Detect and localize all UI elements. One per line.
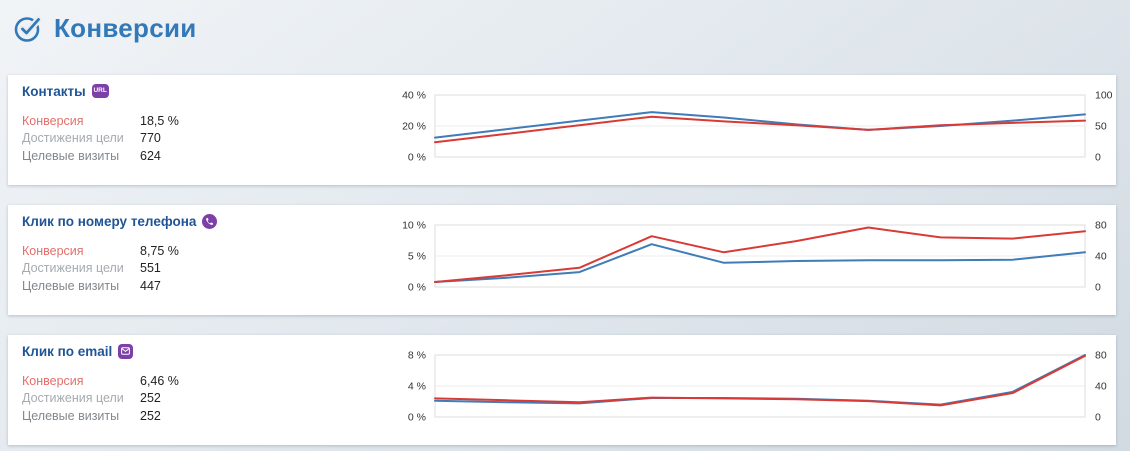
widget-card-phone-click: Клик по номеру телефона Конверсия 8,75 %…	[8, 205, 1116, 315]
svg-text:0 %: 0 %	[408, 152, 426, 164]
stat-value: 770	[140, 131, 161, 146]
stat-row-target-visits: Целевые визиты 252	[22, 407, 179, 425]
stat-row-target-visits: Целевые визиты 624	[22, 147, 179, 165]
stat-value: 8,75 %	[140, 243, 179, 258]
svg-text:0: 0	[1095, 412, 1101, 424]
stat-value: 18,5 %	[140, 113, 179, 128]
stat-label: Достижения цели	[22, 391, 124, 406]
phone-click-conversion-chart[interactable]: 10 % 80 5 % 40 0 % 0	[8, 205, 1116, 315]
stat-label: Конверсия	[22, 113, 84, 128]
stat-value: 252	[140, 408, 161, 423]
stat-label: Конверсия	[22, 373, 84, 388]
svg-text:5 %: 5 %	[408, 251, 426, 263]
stat-label: Целевые визиты	[22, 148, 120, 163]
stat-row-goal-reaches: Достижения цели 252	[22, 390, 179, 408]
svg-text:8 %: 8 %	[408, 350, 426, 362]
svg-text:80: 80	[1095, 350, 1107, 362]
page-header: Конверсии	[13, 13, 197, 44]
svg-text:0: 0	[1095, 152, 1101, 164]
svg-text:80: 80	[1095, 220, 1107, 232]
stat-row-conversion: Конверсия 6,46 %	[22, 372, 179, 390]
stat-value: 551	[140, 261, 161, 276]
stat-label: Достижения цели	[22, 131, 124, 146]
stat-value: 624	[140, 148, 161, 163]
stat-row-goal-reaches: Достижения цели 551	[22, 260, 179, 278]
svg-text:10 %: 10 %	[402, 220, 426, 232]
widget-stats: Конверсия 6,46 % Достижения цели 252 Цел…	[22, 372, 179, 425]
svg-text:0 %: 0 %	[408, 412, 426, 424]
stat-row-target-visits: Целевые визиты 447	[22, 277, 179, 295]
email-icon	[118, 343, 134, 359]
widget-card-contacts: Контакты URL Конверсия 18,5 % Достижения…	[8, 75, 1116, 185]
page-title: Конверсии	[54, 13, 197, 43]
phone-icon	[202, 213, 218, 229]
stat-label: Конверсия	[22, 243, 84, 258]
widget-card-email-click: Клик по email Конверсия 6,46 % Достижени…	[8, 335, 1116, 445]
widget-head: Контакты URL	[22, 82, 109, 100]
svg-text:0 %: 0 %	[408, 282, 426, 294]
svg-text:40: 40	[1095, 381, 1107, 393]
stat-row-conversion: Конверсия 18,5 %	[22, 112, 179, 130]
svg-text:20 %: 20 %	[402, 121, 426, 133]
stat-value: 6,46 %	[140, 373, 179, 388]
widget-head: Клик по email	[22, 342, 134, 360]
svg-text:0: 0	[1095, 282, 1101, 294]
svg-text:100: 100	[1095, 90, 1113, 102]
contacts-conversion-chart[interactable]: 40 % 100 20 % 50 0 % 0	[8, 75, 1116, 185]
url-badge-icon: URL	[91, 84, 109, 98]
stat-label: Целевые визиты	[22, 408, 120, 423]
svg-text:40 %: 40 %	[402, 90, 426, 102]
widget-head: Клик по номеру телефона	[22, 212, 218, 230]
stat-value: 447	[140, 278, 161, 293]
widget-title: Контакты	[22, 83, 86, 99]
svg-text:40: 40	[1095, 251, 1107, 263]
stat-label: Достижения цели	[22, 261, 124, 276]
widget-stats: Конверсия 8,75 % Достижения цели 551 Цел…	[22, 242, 179, 295]
conversions-check-icon	[13, 13, 43, 44]
widget-title: Клик по email	[22, 343, 113, 359]
svg-text:50: 50	[1095, 121, 1107, 133]
stat-row-goal-reaches: Достижения цели 770	[22, 130, 179, 148]
email-click-conversion-chart[interactable]: 8 % 80 4 % 40 0 % 0	[8, 335, 1116, 445]
widget-title: Клик по номеру телефона	[22, 213, 197, 229]
stat-value: 252	[140, 391, 161, 406]
svg-text:4 %: 4 %	[408, 381, 426, 393]
stat-row-conversion: Конверсия 8,75 %	[22, 242, 179, 260]
widget-stats: Конверсия 18,5 % Достижения цели 770 Цел…	[22, 112, 179, 165]
stat-label: Целевые визиты	[22, 278, 120, 293]
